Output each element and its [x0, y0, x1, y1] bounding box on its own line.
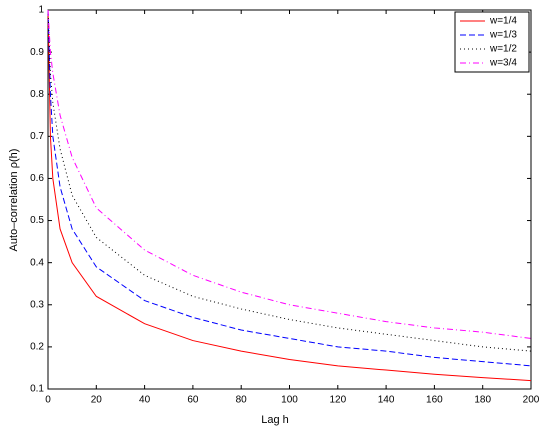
y-tick-label: 0.7: [30, 131, 44, 142]
plot-box: [47, 9, 532, 390]
x-tick-label: 20: [91, 395, 103, 406]
y-tick-label: 0.1: [30, 384, 44, 395]
x-tick-label: 80: [236, 395, 248, 406]
y-axis-label: Auto–correlation ρ(h): [8, 149, 20, 252]
x-tick-label: 160: [426, 395, 443, 406]
line-series: [47, 9, 532, 367]
line-series: [47, 9, 532, 352]
y-tick-label: 0.4: [30, 257, 44, 268]
legend-label: w=1/2: [489, 44, 517, 55]
x-axis-label: Lag h: [261, 414, 289, 426]
legend-label: w=3/4: [489, 58, 517, 69]
y-tick-label: 1: [38, 5, 44, 16]
x-tick-label: 200: [523, 395, 540, 406]
line-series: [47, 9, 532, 382]
y-tick-label: 0.5: [30, 215, 44, 226]
x-tick-label: 0: [45, 395, 51, 406]
x-tick-label: 40: [139, 395, 151, 406]
y-tick-label: 0.9: [30, 47, 44, 58]
legend-label: w=1/4: [489, 16, 517, 27]
y-tick-label: 0.3: [30, 299, 44, 310]
x-tick-label: 140: [378, 395, 395, 406]
x-tick-label: 180: [474, 395, 491, 406]
y-tick-label: 0.8: [30, 89, 44, 100]
legend-label: w=1/3: [489, 30, 517, 41]
y-tick-label: 0.6: [30, 173, 44, 184]
x-tick-label: 120: [329, 395, 346, 406]
x-tick-label: 100: [281, 395, 298, 406]
y-tick-label: 0.2: [30, 342, 44, 353]
legend-box: [454, 11, 530, 73]
x-tick-label: 60: [187, 395, 199, 406]
